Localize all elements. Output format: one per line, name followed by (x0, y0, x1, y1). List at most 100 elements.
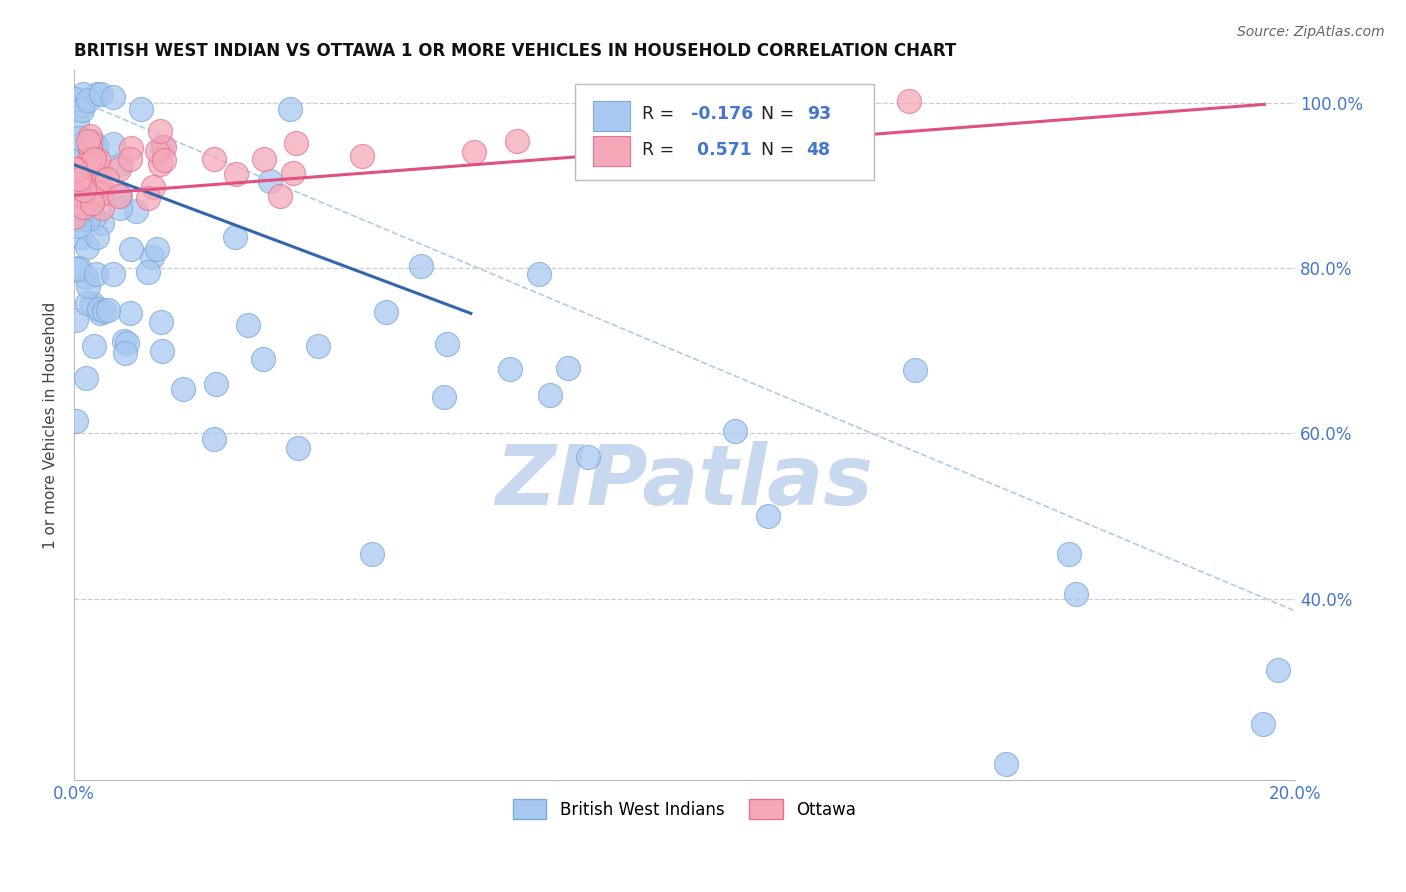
Point (83, 339, 105, 353)
Point (259, 174, 281, 188)
Point (142, 180, 165, 194)
Point (204, 432, 226, 446)
Point (65, 212, 87, 227)
Point (107, 161, 129, 176)
Point (527, 267, 550, 281)
Text: Source: ZipAtlas.com: Source: ZipAtlas.com (1237, 25, 1385, 39)
Point (152, 140, 174, 154)
Point (83, 210, 105, 224)
Point (115, 336, 138, 351)
Point (307, 339, 329, 353)
Point (557, 360, 579, 375)
Text: -0.176: -0.176 (690, 105, 752, 123)
Point (80, 296, 103, 310)
Point (66, 116, 89, 130)
Point (75, 270, 97, 285)
Point (67, 150, 90, 164)
Point (89, 306, 111, 320)
Point (89, 161, 111, 176)
Point (172, 382, 194, 396)
Point (995, 756, 1018, 771)
Point (110, 201, 132, 215)
Point (146, 144, 169, 158)
Point (152, 139, 174, 153)
Point (238, 318, 260, 333)
Point (67, 131, 90, 145)
Point (499, 362, 522, 376)
Point (205, 377, 228, 392)
Point (65, 152, 87, 166)
Point (66, 173, 89, 187)
Point (84, 186, 107, 200)
Point (141, 250, 163, 264)
Point (87, 186, 110, 200)
Point (118, 153, 141, 167)
Point (91, 216, 114, 230)
Point (269, 189, 291, 203)
Point (112, 334, 135, 348)
Point (1057, 547, 1080, 561)
Point (96, 172, 118, 186)
Point (103, 136, 125, 151)
Text: BRITISH WEST INDIAN VS OTTAWA 1 OR MORE VEHICLES IN HOUSEHOLD CORRELATION CHART: BRITISH WEST INDIAN VS OTTAWA 1 OR MORE … (75, 42, 956, 60)
Point (70, 230, 93, 244)
Point (80, 196, 103, 211)
Point (253, 152, 276, 166)
Point (66, 161, 89, 176)
Text: R =: R = (641, 141, 673, 159)
Point (285, 136, 308, 150)
Point (72, 183, 94, 197)
Point (129, 102, 152, 116)
Point (73, 201, 96, 215)
Point (506, 134, 529, 148)
Point (374, 305, 396, 319)
Point (72, 103, 94, 117)
Point (146, 242, 169, 256)
Point (436, 337, 458, 351)
Point (101, 90, 124, 104)
Point (107, 189, 129, 203)
Point (69, 260, 91, 275)
Point (1251, 717, 1274, 731)
Point (79, 134, 101, 148)
Point (90, 87, 112, 102)
Point (89, 302, 111, 317)
Point (756, 508, 779, 523)
Point (77, 211, 100, 226)
FancyBboxPatch shape (593, 101, 630, 131)
Point (67, 187, 90, 202)
Point (86, 184, 108, 198)
Point (463, 145, 485, 159)
Point (252, 351, 274, 366)
Point (149, 315, 172, 329)
Point (120, 141, 142, 155)
Point (72, 87, 94, 102)
FancyBboxPatch shape (593, 136, 630, 166)
Point (67, 172, 90, 186)
Text: 93: 93 (807, 105, 831, 123)
Point (153, 153, 176, 168)
Point (65, 414, 87, 428)
Point (576, 450, 599, 464)
Point (67, 219, 90, 233)
Point (120, 306, 142, 320)
Point (80, 135, 103, 149)
Point (90, 187, 112, 202)
Point (75, 135, 97, 149)
Point (281, 166, 304, 180)
Point (76, 279, 98, 293)
Legend: British West Indians, Ottawa: British West Indians, Ottawa (506, 793, 863, 825)
Point (75, 371, 97, 385)
Point (352, 149, 374, 163)
Text: 0.571: 0.571 (690, 141, 752, 159)
Point (76, 296, 98, 310)
Point (93, 304, 115, 318)
Point (83, 151, 105, 165)
Point (617, 141, 640, 155)
Point (433, 390, 456, 404)
Point (75, 157, 97, 171)
Point (83, 153, 105, 167)
Point (73, 189, 96, 203)
Point (538, 388, 561, 402)
Point (86, 230, 108, 244)
